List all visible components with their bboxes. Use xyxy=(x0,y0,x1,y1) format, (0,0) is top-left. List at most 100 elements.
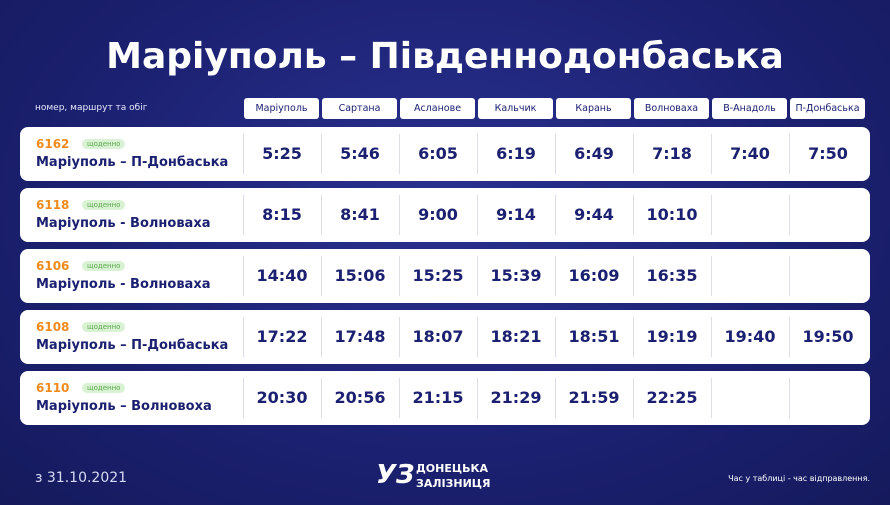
frequency-badge: щоденно xyxy=(82,261,126,271)
column-divider xyxy=(321,317,322,357)
column-divider xyxy=(711,195,712,235)
train-number: 6108 xyxy=(36,320,70,334)
frequency-badge: щоденно xyxy=(82,139,126,149)
departure-time: 15:06 xyxy=(334,266,386,285)
route-name: Маріуполь – П-Донбаська xyxy=(36,155,229,170)
departure-time: 21:59 xyxy=(568,388,620,407)
departure-time: 17:48 xyxy=(334,327,386,346)
column-divider xyxy=(477,195,478,235)
departure-time: 6:05 xyxy=(418,144,458,163)
departure-time: 10:10 xyxy=(646,205,698,224)
column-divider xyxy=(243,317,244,357)
logo: УЗ xyxy=(376,460,415,490)
station-header: Кальчик xyxy=(478,98,553,119)
train-number: 6110 xyxy=(36,381,70,395)
column-divider xyxy=(789,134,790,174)
column-divider xyxy=(633,317,634,357)
route-name: Маріуполь – П-Донбаська xyxy=(36,338,229,353)
footnote: Час у таблиці - час відправлення. xyxy=(728,474,870,483)
column-divider xyxy=(711,256,712,296)
train-number: 6118 xyxy=(36,198,70,212)
column-divider xyxy=(243,134,244,174)
frequency-badge: щоденно xyxy=(82,322,126,332)
departure-time: 21:29 xyxy=(490,388,542,407)
column-divider xyxy=(555,317,556,357)
station-header: Сартана xyxy=(322,98,397,119)
departure-time: 9:44 xyxy=(574,205,614,224)
column-divider xyxy=(477,317,478,357)
train-row: 6118 щоденно Маріуполь - Волноваха 8:15 8:41… xyxy=(20,188,870,242)
departure-time: 7:50 xyxy=(808,144,848,163)
departure-time: 16:35 xyxy=(646,266,698,285)
departure-time: 16:09 xyxy=(568,266,620,285)
column-divider xyxy=(633,378,634,418)
column-divider xyxy=(321,256,322,296)
departure-time: 8:15 xyxy=(262,205,302,224)
column-divider xyxy=(477,134,478,174)
title: Маріуполь – Південнодонбаська xyxy=(106,36,784,77)
route-name: Маріуполь - Волноваха xyxy=(36,277,211,292)
departure-time: 5:46 xyxy=(340,144,380,163)
train-number: 6162 xyxy=(36,137,70,151)
train-number: 6106 xyxy=(36,259,70,273)
column-divider xyxy=(399,256,400,296)
departure-time: 9:00 xyxy=(418,205,458,224)
column-divider xyxy=(243,195,244,235)
departure-time: 18:07 xyxy=(412,327,464,346)
column-divider xyxy=(321,378,322,418)
column-divider xyxy=(789,317,790,357)
column-divider xyxy=(555,256,556,296)
departure-time: 21:15 xyxy=(412,388,464,407)
station-header: Карань xyxy=(556,98,631,119)
column-divider xyxy=(243,256,244,296)
train-row: 6106 щоденно Маріуполь - Волноваха 14:40 15:… xyxy=(20,249,870,303)
train-row: 6110 щоденно Маріуполь – Волновоха 20:30 20:… xyxy=(20,371,870,425)
column-divider xyxy=(633,256,634,296)
column-divider xyxy=(321,195,322,235)
column-divider xyxy=(633,195,634,235)
departure-time: 18:51 xyxy=(568,327,620,346)
departure-time: 22:25 xyxy=(646,388,698,407)
column-divider xyxy=(555,195,556,235)
departure-time: 5:25 xyxy=(262,144,302,163)
departure-time: 18:21 xyxy=(490,327,542,346)
departure-time: 9:14 xyxy=(496,205,536,224)
column-divider xyxy=(477,378,478,418)
departure-time: 20:56 xyxy=(334,388,386,407)
station-header: Маріуполь xyxy=(244,98,319,119)
departure-time: 8:41 xyxy=(340,205,380,224)
column-divider xyxy=(399,378,400,418)
departure-time: 7:18 xyxy=(652,144,692,163)
departure-time: 20:30 xyxy=(256,388,308,407)
column-divider xyxy=(789,195,790,235)
column-divider xyxy=(789,378,790,418)
column-divider xyxy=(321,134,322,174)
column-divider xyxy=(399,317,400,357)
departure-time: 7:40 xyxy=(730,144,770,163)
org-name: ЗАЛІЗНИЦЯ xyxy=(416,477,491,490)
column-divider xyxy=(711,378,712,418)
frequency-badge: щоденно xyxy=(82,200,126,210)
column-divider xyxy=(555,378,556,418)
column-divider xyxy=(711,134,712,174)
departure-time: 19:50 xyxy=(802,327,854,346)
column-divider xyxy=(555,134,556,174)
station-header: Волноваха xyxy=(634,98,709,119)
departure-time: 15:39 xyxy=(490,266,542,285)
column-label: номер, маршрут та обіг xyxy=(35,103,148,113)
route-name: Маріуполь - Волноваха xyxy=(36,216,211,231)
station-header: В-Анадоль xyxy=(712,98,787,119)
column-divider xyxy=(711,317,712,357)
frequency-badge: щоденно xyxy=(82,383,126,393)
departure-time: 19:19 xyxy=(646,327,698,346)
column-divider xyxy=(243,378,244,418)
train-row: 6162 щоденно Маріуполь – П-Донбаська 5:25 5:… xyxy=(20,127,870,181)
departure-time: 15:25 xyxy=(412,266,464,285)
station-header: Асланове xyxy=(400,98,475,119)
column-divider xyxy=(633,134,634,174)
departure-time: 19:40 xyxy=(724,327,776,346)
station-header: П-Донбаська xyxy=(790,98,865,119)
column-divider xyxy=(789,256,790,296)
column-divider xyxy=(399,134,400,174)
